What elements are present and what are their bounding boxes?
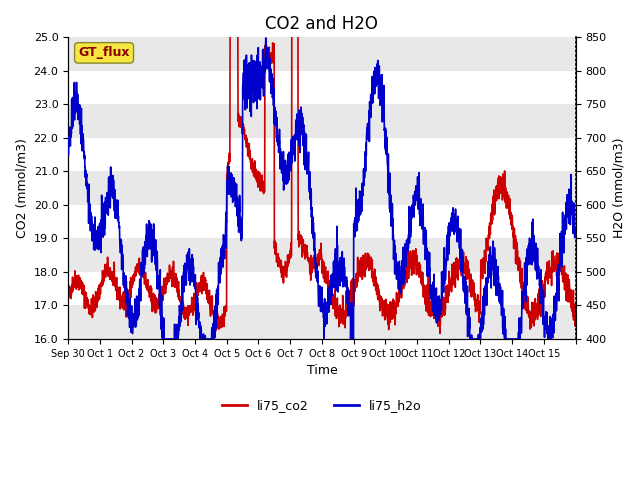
- Bar: [68, 138, 575, 171]
- Bar: [68, 104, 575, 138]
- Bar: [68, 205, 575, 239]
- Bar: [68, 71, 575, 104]
- Bar: [68, 272, 575, 305]
- Y-axis label: H2O (mmol/m3): H2O (mmol/m3): [612, 138, 625, 239]
- Legend: li75_co2, li75_h2o: li75_co2, li75_h2o: [217, 394, 427, 417]
- Bar: [68, 239, 575, 272]
- X-axis label: Time: Time: [307, 364, 337, 377]
- Text: GT_flux: GT_flux: [78, 47, 130, 60]
- Bar: [68, 37, 575, 71]
- Bar: [68, 171, 575, 205]
- Bar: [68, 305, 575, 339]
- Y-axis label: CO2 (mmol/m3): CO2 (mmol/m3): [15, 138, 28, 238]
- Title: CO2 and H2O: CO2 and H2O: [266, 15, 378, 33]
